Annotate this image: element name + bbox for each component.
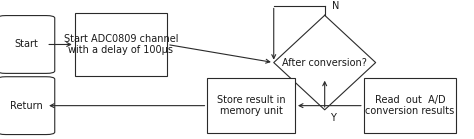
Text: After conversion?: After conversion? [282,58,367,68]
Text: Start: Start [14,39,38,49]
FancyBboxPatch shape [0,16,55,73]
Bar [364,78,456,133]
Text: Return: Return [9,101,43,111]
Text: Read  out  A/D
conversion results: Read out A/D conversion results [365,95,455,116]
Text: Y: Y [330,113,336,123]
Text: Store result in
memory unit: Store result in memory unit [217,95,285,116]
Bar [207,78,295,133]
FancyBboxPatch shape [0,77,55,135]
Text: Start ADC0809 channel
with a delay of 100μs: Start ADC0809 channel with a delay of 10… [64,34,178,55]
Text: N: N [332,1,339,11]
Bar [75,13,167,76]
